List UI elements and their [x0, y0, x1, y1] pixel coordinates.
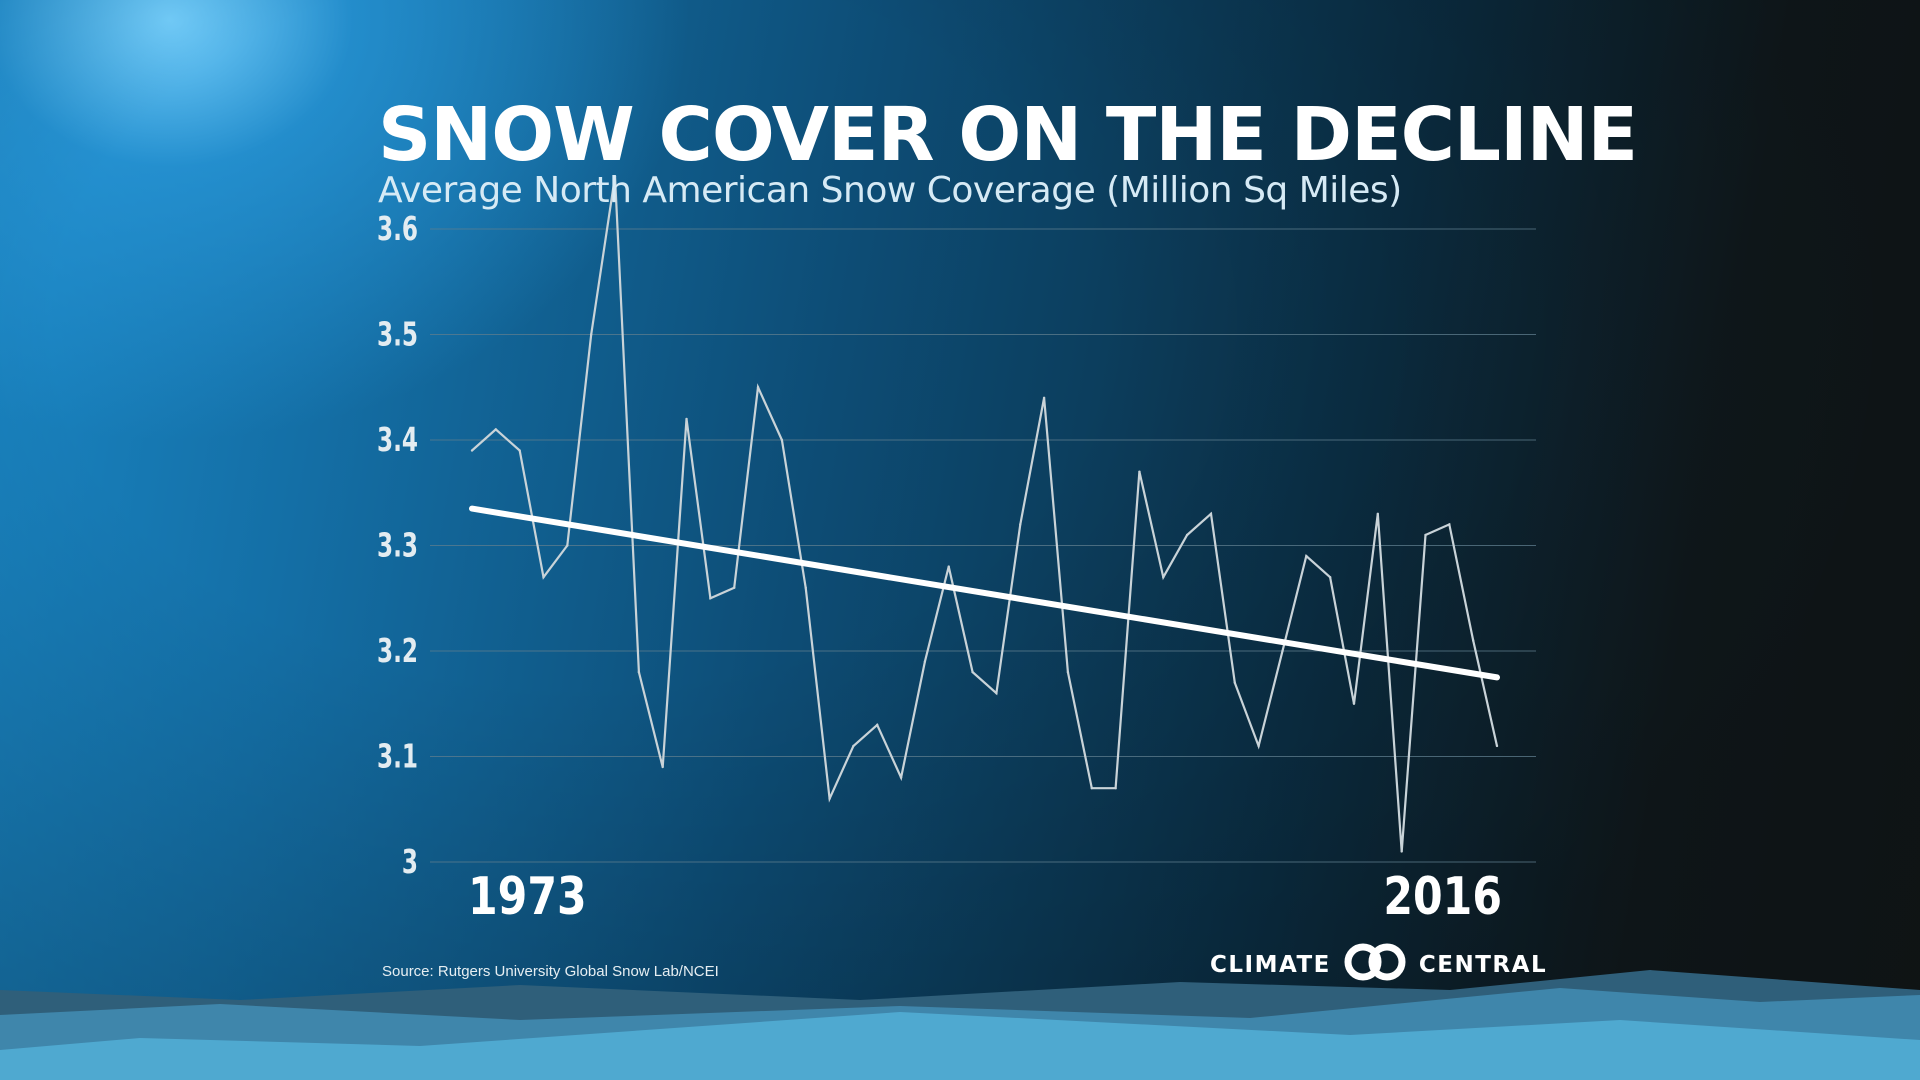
data-point — [685, 417, 688, 421]
data-point — [1281, 649, 1284, 653]
y-tick-label: 3.3 — [377, 526, 418, 564]
data-point — [470, 449, 474, 452]
data-point — [1424, 533, 1427, 537]
data-point — [637, 670, 641, 674]
x-tick-label: 2016 — [1383, 867, 1502, 927]
data-point — [1042, 396, 1046, 399]
logo-text-left: CLIMATE — [1210, 952, 1331, 978]
data-point — [1019, 523, 1022, 526]
data-point — [852, 744, 855, 748]
x-axis-ticks: 1973 2016 — [468, 867, 1502, 927]
data-point — [1233, 681, 1236, 684]
y-tick-label: 3.4 — [377, 421, 418, 459]
data-point — [1066, 670, 1070, 674]
data-point — [1185, 533, 1189, 537]
data-point — [828, 797, 831, 800]
data-point — [923, 660, 927, 663]
series-layer — [469, 175, 1500, 853]
x-tick-label: 1973 — [468, 867, 587, 927]
mountain-silhouette — [0, 970, 1920, 1080]
trend-line — [469, 505, 1500, 681]
data-point — [709, 597, 712, 600]
data-point — [518, 449, 521, 452]
interlocking-circles-icon — [1339, 943, 1411, 987]
data-point — [1471, 639, 1475, 642]
data-point — [995, 692, 998, 695]
y-tick-label: 3 — [402, 843, 418, 881]
data-point — [661, 765, 664, 769]
data-point — [542, 575, 545, 579]
data-point — [566, 544, 569, 547]
chart-subtitle: Average North American Snow Coverage (Mi… — [378, 170, 1402, 211]
data-point — [1257, 744, 1260, 748]
data-point — [1090, 786, 1093, 790]
data-point — [876, 723, 879, 727]
data-point — [1138, 470, 1141, 473]
y-tick-label: 3.6 — [377, 210, 418, 248]
data-point — [780, 438, 784, 442]
data-point — [1328, 575, 1332, 579]
data-point — [733, 586, 736, 589]
series-line-snow-coverage — [471, 176, 1499, 852]
data-point — [947, 565, 950, 568]
data-point — [899, 776, 903, 779]
y-tick-label: 3.2 — [377, 632, 418, 670]
data-point — [804, 586, 807, 589]
grid-lines — [430, 228, 1536, 863]
data-point — [1352, 702, 1356, 705]
y-axis-ticks: 3 3.1 3.2 3.3 3.4 3.5 3.6 — [377, 210, 418, 881]
y-tick-label: 3.5 — [377, 315, 418, 353]
source-note: Source: Rutgers University Global Snow L… — [382, 963, 719, 980]
data-point — [1376, 512, 1380, 516]
data-point — [1162, 575, 1165, 579]
mountain-front — [0, 1012, 1920, 1080]
data-point — [1209, 512, 1213, 516]
data-point — [1114, 786, 1117, 790]
data-point — [613, 175, 617, 178]
climate-central-logo: CLIMATE CENTRAL — [1210, 943, 1548, 987]
logo-text-right: CENTRAL — [1418, 952, 1548, 978]
y-tick-label: 3.1 — [377, 737, 418, 775]
data-point — [1448, 523, 1451, 526]
data-point — [494, 428, 498, 431]
data-point — [1305, 554, 1308, 558]
data-point — [756, 386, 760, 389]
chart-title: SNOW COVER ON THE DECLINE — [378, 92, 1638, 178]
data-point — [1400, 850, 1403, 853]
data-point — [971, 670, 974, 674]
data-point — [589, 333, 593, 336]
data-point — [1495, 744, 1499, 748]
